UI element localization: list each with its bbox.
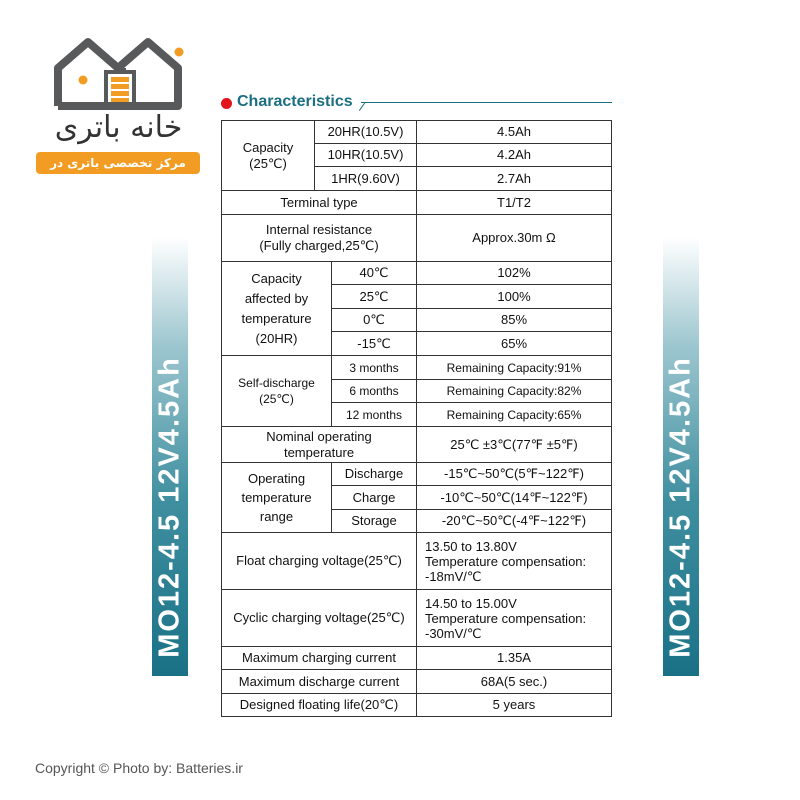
model-banner-text: MO12-4.5 12V4.5Ah (664, 355, 697, 658)
table-row: Nominal operating temperature 25℃ ±3℃(77℉… (221, 426, 612, 463)
table-row: 10HR(10.5V) 4.2Ah (222, 143, 612, 167)
cell: 2.7Ah (416, 166, 612, 191)
cell: Terminal type (221, 190, 417, 215)
logo-text: خانه باتری (54, 110, 183, 145)
cell: 10HR(10.5V) (314, 143, 417, 167)
table-row: Self-discharge (25℃) 3 months Remaining C… (221, 355, 612, 427)
cell: 25℃ ±3℃(77℉ ±5℉) (416, 426, 612, 463)
cell: Internal resistance (Fully charged,25℃) (221, 214, 417, 262)
model-banner-right: MO12-4.5 12V4.5Ah (663, 237, 699, 676)
table-row: Charge -10℃~50℃(14℉~122℉) (222, 485, 612, 510)
cell: 1HR(9.60V) (314, 166, 417, 191)
cell: Float charging voltage(25℃) (221, 532, 417, 590)
cell: 65% (416, 331, 612, 356)
table-row: Float charging voltage(25℃) 13.50 to 13.… (221, 532, 612, 590)
cell: 1.35A (416, 646, 612, 670)
cell: Discharge (331, 462, 417, 486)
copyright-text: Copyright © Photo by: Batteries.ir (35, 760, 243, 776)
table-row: Operating temperature range Discharge -15℃… (221, 462, 612, 533)
table-row: Cyclic charging voltage(25℃) 14.50 to 15… (221, 589, 612, 647)
capacity-label: Capacity (25℃) (221, 120, 315, 191)
cell: -15℃~50℃(5℉~122℉) (416, 462, 612, 486)
cell: 40℃ (331, 261, 417, 285)
model-banner-text: MO12-4.5 12V4.5Ah (153, 355, 186, 658)
cell: 25℃ (331, 284, 417, 309)
logo-house-battery-icon (54, 38, 184, 110)
cell: 14.50 to 15.00V Temperature compensation:… (416, 589, 612, 647)
logo-tagline: مرکز تخصصی باتری در ایران (36, 152, 200, 192)
table-row: Terminal type T1/T2 (221, 190, 612, 215)
cell: Charge (331, 485, 417, 510)
cell: 13.50 to 13.80V Temperature compensation:… (416, 532, 612, 590)
section-heading: Characteristics (221, 93, 612, 113)
cell: 0℃ (331, 308, 417, 332)
cell: Nominal operating temperature (221, 426, 417, 463)
cell: Maximum discharge current (221, 669, 417, 694)
cell: Storage (331, 509, 417, 533)
cell: Approx.30m Ω (416, 214, 612, 262)
table-row: Capacity affected by temperature (20HR) 40℃… (221, 261, 612, 356)
cell: 102% (416, 261, 612, 285)
cell: Remaining Capacity:82% (416, 379, 612, 403)
bullet-dot-icon (221, 98, 232, 109)
cell: Maximum charging current (221, 646, 417, 670)
cell: Capacity affected by temperature (20HR) (221, 261, 332, 356)
cell: T1/T2 (416, 190, 612, 215)
cell: Self-discharge (25℃) (221, 355, 332, 427)
cell: 6 months (331, 379, 417, 403)
table-row: Designed floating life(20℃) 5 years (221, 693, 612, 717)
table-row: Maximum discharge current 68A(5 sec.) (221, 669, 612, 694)
cell: 85% (416, 308, 612, 332)
characteristics-table: Capacity (25℃) 20HR(10.5V) 4.5Ah 10HR(10.… (221, 120, 612, 717)
cell: Designed floating life(20℃) (221, 693, 417, 717)
cell: 12 months (331, 402, 417, 427)
table-row: 12 months Remaining Capacity:65% (222, 402, 612, 427)
divider (358, 102, 366, 111)
model-banner-left: MO12-4.5 12V4.5Ah (152, 237, 188, 676)
table-row: 1HR(9.60V) 2.7Ah (222, 166, 612, 191)
cell: Cyclic charging voltage(25℃) (221, 589, 417, 647)
cell: -10℃~50℃(14℉~122℉) (416, 485, 612, 510)
section-title: Characteristics (237, 93, 353, 110)
cell: Remaining Capacity:91% (416, 355, 612, 380)
cell: Operating temperature range (221, 462, 332, 533)
cell: -20℃~50℃(-4℉~122℉) (416, 509, 612, 533)
cell: 20HR(10.5V) (314, 120, 417, 144)
table-row: Internal resistance (Fully charged,25℃) A… (221, 214, 612, 262)
divider (361, 102, 612, 103)
cell: 68A(5 sec.) (416, 669, 612, 694)
cell: -15℃ (331, 331, 417, 356)
cell: 4.5Ah (416, 120, 612, 144)
cell: 100% (416, 284, 612, 309)
table-row: 0℃ 85% (222, 308, 612, 332)
table-row: Maximum charging current 1.35A (221, 646, 612, 670)
cell: 3 months (331, 355, 417, 380)
cell: 5 years (416, 693, 612, 717)
cell: Remaining Capacity:65% (416, 402, 612, 427)
cell: 4.2Ah (416, 143, 612, 167)
table-row: Storage -20℃~50℃(-4℉~122℉) (222, 509, 612, 533)
table-row: Capacity (25℃) 20HR(10.5V) 4.5Ah (221, 120, 612, 191)
